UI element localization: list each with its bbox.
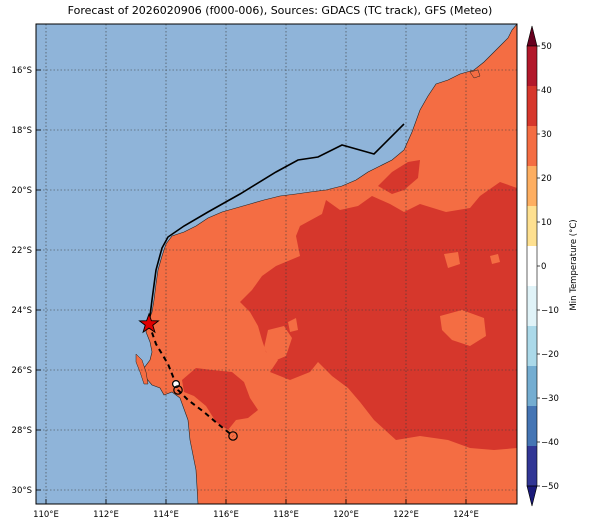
lat-label: 30°S xyxy=(12,486,32,496)
lat-label: 26°S xyxy=(12,366,32,376)
land-hot-main xyxy=(240,182,517,450)
lon-label: 116°E xyxy=(213,510,239,520)
current-position-star xyxy=(138,312,160,334)
colorbar-tick-label: −30 xyxy=(541,394,559,404)
colorbar-tick-label: −10 xyxy=(541,306,559,316)
colorbar-tick-label: 0 xyxy=(541,262,546,272)
colorbar-segments xyxy=(526,25,538,507)
lon-label: 118°E xyxy=(273,510,299,520)
island-dirk-hartog xyxy=(135,353,149,385)
colorbar-segment xyxy=(527,86,537,126)
colorbar-ticks: 50 40 30 20 10 0 −10 −20 −30 −40 −50 xyxy=(537,42,559,492)
colorbar-segment xyxy=(527,246,537,286)
colorbar-tick-label: 40 xyxy=(541,86,552,96)
land-warm-pocket-2 xyxy=(264,326,292,362)
colorbar-tick-label: −40 xyxy=(541,438,559,448)
land-warm-pocket-3 xyxy=(444,252,460,268)
lon-label: 120°E xyxy=(333,510,359,520)
colorbar-extend-min xyxy=(526,485,538,507)
map-title: Forecast of 2026020906 (f000-006), Sourc… xyxy=(67,4,493,17)
land-warm-pocket-1 xyxy=(440,310,486,346)
axis-ticks xyxy=(36,69,467,504)
land-hot-north xyxy=(378,160,420,194)
graticule xyxy=(36,24,517,504)
colorbar-label: Min Temperature (°C) xyxy=(569,219,579,310)
land-warm-pocket-5 xyxy=(288,318,298,332)
lon-label: 122°E xyxy=(393,510,419,520)
forecast-point-2 xyxy=(173,385,183,395)
colorbar-segment xyxy=(527,166,537,206)
colorbar-segment xyxy=(527,446,537,486)
colorbar-segment xyxy=(527,326,537,366)
colorbar-segment xyxy=(527,406,537,446)
map-frame xyxy=(35,23,518,505)
lon-label: 110°E xyxy=(33,510,59,520)
land-hot-southwest xyxy=(182,368,258,430)
lat-label: 18°S xyxy=(12,126,32,136)
forecast-point-3 xyxy=(228,431,238,441)
lon-label: 114°E xyxy=(153,510,179,520)
colorbar-segment xyxy=(527,46,537,86)
colorbar-segment xyxy=(527,206,537,246)
colorbar-segment xyxy=(527,366,537,406)
colorbar-tick-label: −50 xyxy=(541,482,559,492)
lat-label: 16°S xyxy=(12,66,32,76)
colorbar-segment xyxy=(527,126,537,166)
colorbar-tick-label: −20 xyxy=(541,350,559,360)
tc-forecast-track xyxy=(148,323,234,437)
lat-label: 20°S xyxy=(12,186,32,196)
lat-label: 28°S xyxy=(12,426,32,436)
colorbar-tick-label: 50 xyxy=(541,42,552,52)
lat-label: 22°S xyxy=(12,246,32,256)
colorbar-tick-label: 10 xyxy=(541,218,552,228)
tc-past-track xyxy=(148,123,405,325)
colorbar-segment xyxy=(527,286,537,326)
lat-label: 24°S xyxy=(12,306,32,316)
land-warm-pocket-4 xyxy=(490,254,500,264)
colorbar-extend-max xyxy=(526,25,538,47)
island-small xyxy=(469,69,481,79)
colorbar-tick-label: 20 xyxy=(541,174,552,184)
colorbar-tick-label: 30 xyxy=(541,130,552,140)
lon-label: 112°E xyxy=(93,510,119,520)
lon-label: 124°E xyxy=(453,510,479,520)
